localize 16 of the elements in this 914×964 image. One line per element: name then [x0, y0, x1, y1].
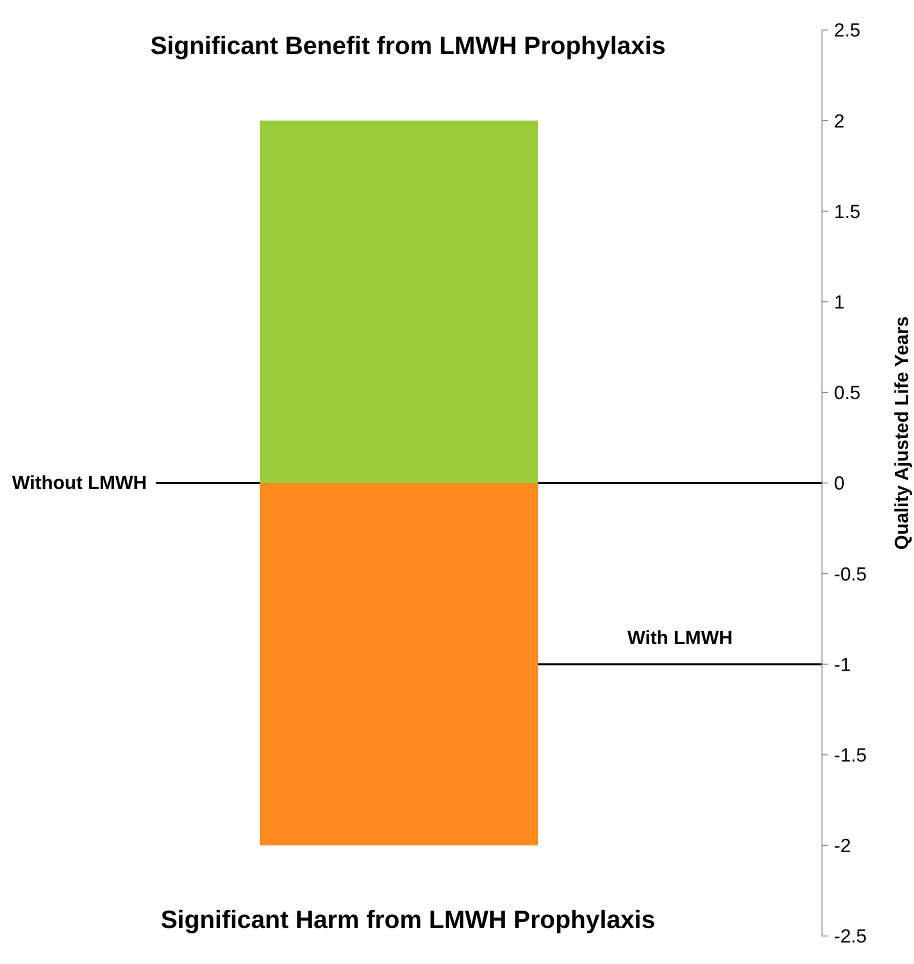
- y-tick-label: 1.5: [834, 202, 860, 223]
- annotation: Significant Harm from LMWH Prophylaxis: [160, 906, 656, 935]
- y-tick-label: 0: [834, 474, 845, 495]
- y-tick-label: -2.5: [834, 926, 867, 948]
- y-tick-label: 2.5: [834, 20, 860, 42]
- ref-line-label: Without LMWH: [12, 473, 147, 494]
- y-tick-label: -0.5: [834, 564, 867, 586]
- y-tick-label: 1: [834, 292, 845, 314]
- chart-title: Significant Benefit from LMWH Prophylaxis: [149, 32, 667, 61]
- y-axis-title: Quality Ajusted Life Years: [892, 316, 913, 550]
- y-tick-label: -2: [834, 836, 851, 858]
- ref-line-label: With LMWH: [627, 628, 733, 650]
- y-tick-label: -1: [834, 654, 851, 676]
- y-tick-label: 0.5: [834, 383, 860, 404]
- y-tick-label: 2: [834, 111, 845, 132]
- y-tick-label: -1.5: [834, 746, 867, 767]
